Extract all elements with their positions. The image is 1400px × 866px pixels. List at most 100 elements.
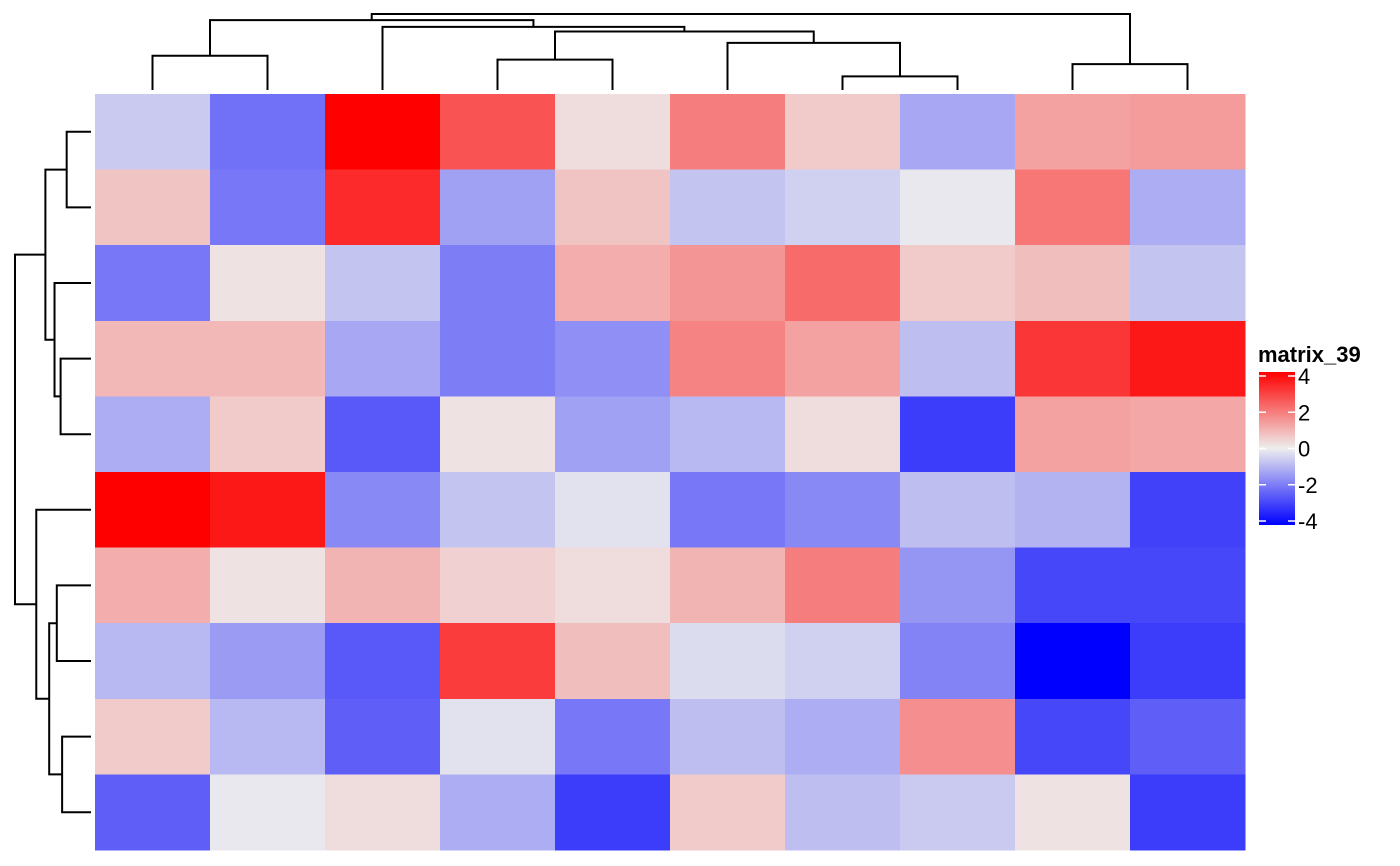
heatmap-cell-r4-c9 [1015,320,1131,397]
heatmap-cell-r4-c10 [1130,320,1246,397]
heatmap-cell-r4-c3 [325,320,441,397]
heatmap-cell-r6-c8 [900,472,1016,549]
heatmap-cell-r4-c5 [555,320,671,397]
heatmap-cell-r8-c8 [900,623,1016,700]
heatmap-cell-r10-c7 [785,774,901,851]
heatmap-cell-r3-c10 [1130,245,1246,322]
heatmap-cell-r1-c1 [95,94,211,171]
heatmap-cell-r5-c8 [900,396,1016,473]
heatmap-cell-r3-c1 [95,245,211,322]
heatmap-cell-r10-c9 [1015,774,1131,851]
heatmap-cell-r8-c5 [555,623,671,700]
heatmap-cell-r2-c4 [440,169,556,246]
heatmap-cell-r10-c10 [1130,774,1246,851]
heatmap-cell-r9-c4 [440,698,556,775]
heatmap-cell-r7-c7 [785,547,901,624]
heatmap-cell-r3-c5 [555,245,671,322]
heatmap-cell-r6-c5 [555,472,671,549]
row-dendrogram-branch-1 [65,130,91,209]
heatmap-cell-r8-c10 [1130,623,1246,700]
heatmap-cell-r5-c9 [1015,396,1131,473]
heatmap-cell-r8-c7 [785,623,901,700]
heatmap-cell-r7-c2 [210,547,326,624]
heatmap-cell-r8-c1 [95,623,211,700]
heatmap-cell-r3-c2 [210,245,326,322]
legend-tick-label-5: -4 [1298,509,1318,534]
row-dendrogram-branch-3 [61,735,91,814]
heatmap-cell-r9-c8 [900,698,1016,775]
heatmap-cell-r9-c7 [785,698,901,775]
heatmap-cell-r4-c2 [210,320,326,397]
heatmap-cell-r2-c6 [670,169,786,246]
heatmap-cell-r5-c4 [440,396,556,473]
heatmap-cell-r6-c1 [95,472,211,549]
heatmap-cell-r2-c8 [900,169,1016,246]
heatmap-cell-r3-c4 [440,245,556,322]
heatmap-cell-r10-c1 [95,774,211,851]
heatmap-cell-r3-c3 [325,245,441,322]
heatmap-cell-r2-c7 [785,169,901,246]
heatmap-cell-r8-c2 [210,623,326,700]
column-dendrogram-branch-8 [209,19,535,56]
heatmap-cell-r8-c6 [670,623,786,700]
row-dendrogram-branch-2 [59,357,91,436]
heatmap-cell-r2-c2 [210,169,326,246]
heatmap-cell-r10-c3 [325,774,441,851]
heatmap-cell-r9-c1 [95,698,211,775]
row-dendrogram-branch-6 [44,168,67,341]
heatmap-cell-r10-c8 [900,774,1016,851]
heatmap-cell-r4-c1 [95,320,211,397]
heatmap-cell-r2-c3 [325,169,441,246]
column-dendrogram-branch-1 [841,75,959,90]
heatmap-body [95,94,1246,851]
heatmap-cell-r10-c6 [670,774,786,851]
legend-tick-label-3: 0 [1298,437,1310,462]
column-dendrogram-branch-9 [370,13,1131,65]
heatmap-cell-r9-c10 [1130,698,1246,775]
heatmap-cell-r3-c6 [670,245,786,322]
heatmap-cell-r6-c3 [325,472,441,549]
heatmap-cell-r1-c5 [555,94,671,171]
heatmap-cell-r1-c6 [670,94,786,171]
heatmap-cell-r1-c2 [210,94,326,171]
heatmap-cell-r7-c4 [440,547,556,624]
heatmap-cell-r4-c7 [785,320,901,397]
heatmap-cell-r3-c9 [1015,245,1131,322]
heatmap-cell-r5-c10 [1130,396,1246,473]
heatmap-cell-r8-c9 [1015,623,1131,700]
column-dendrogram [151,13,1189,90]
heatmap-cell-r2-c1 [95,169,211,246]
heatmap-cell-r7-c3 [325,547,441,624]
heatmap-cell-r4-c6 [670,320,786,397]
legend-ticks: 4 2 0 -2 -4 [1259,364,1318,534]
heatmap-cell-r5-c5 [555,396,671,473]
heatmap-cell-r6-c10 [1130,472,1246,549]
heatmap-cell-r6-c6 [670,472,786,549]
heatmap-cell-r1-c9 [1015,94,1131,171]
heatmap-cell-r1-c3 [325,94,441,171]
heatmap-cell-r6-c7 [785,472,901,549]
heatmap-cell-r7-c9 [1015,547,1131,624]
heatmap-cell-r10-c5 [555,774,671,851]
heatmap-cell-r7-c10 [1130,547,1246,624]
heatmap-cell-r10-c2 [210,774,326,851]
heatmap-cell-r9-c6 [670,698,786,775]
heatmap-cell-r1-c8 [900,94,1016,171]
heatmap-cell-r8-c4 [440,623,556,700]
heatmap-cell-r7-c1 [95,547,211,624]
column-dendrogram-branch-6 [554,30,815,60]
legend-tick-label-1: 4 [1298,364,1310,389]
heatmap-cell-r7-c8 [900,547,1016,624]
row-dendrogram [14,130,91,814]
column-dendrogram-branch-5 [726,41,901,90]
heatmap-cell-r5-c6 [670,396,786,473]
heatmap-cell-r1-c7 [785,94,901,171]
heatmap-cell-r9-c5 [555,698,671,775]
heatmap-cell-r10-c4 [440,774,556,851]
row-dendrogram-branch-7 [48,622,63,776]
legend-title: matrix_39 [1258,342,1361,367]
heatmap-cell-r6-c4 [440,472,556,549]
row-dendrogram-branch-5 [55,584,91,662]
heatmap-cell-r2-c5 [555,169,671,246]
heatmap-cell-r7-c5 [555,547,671,624]
